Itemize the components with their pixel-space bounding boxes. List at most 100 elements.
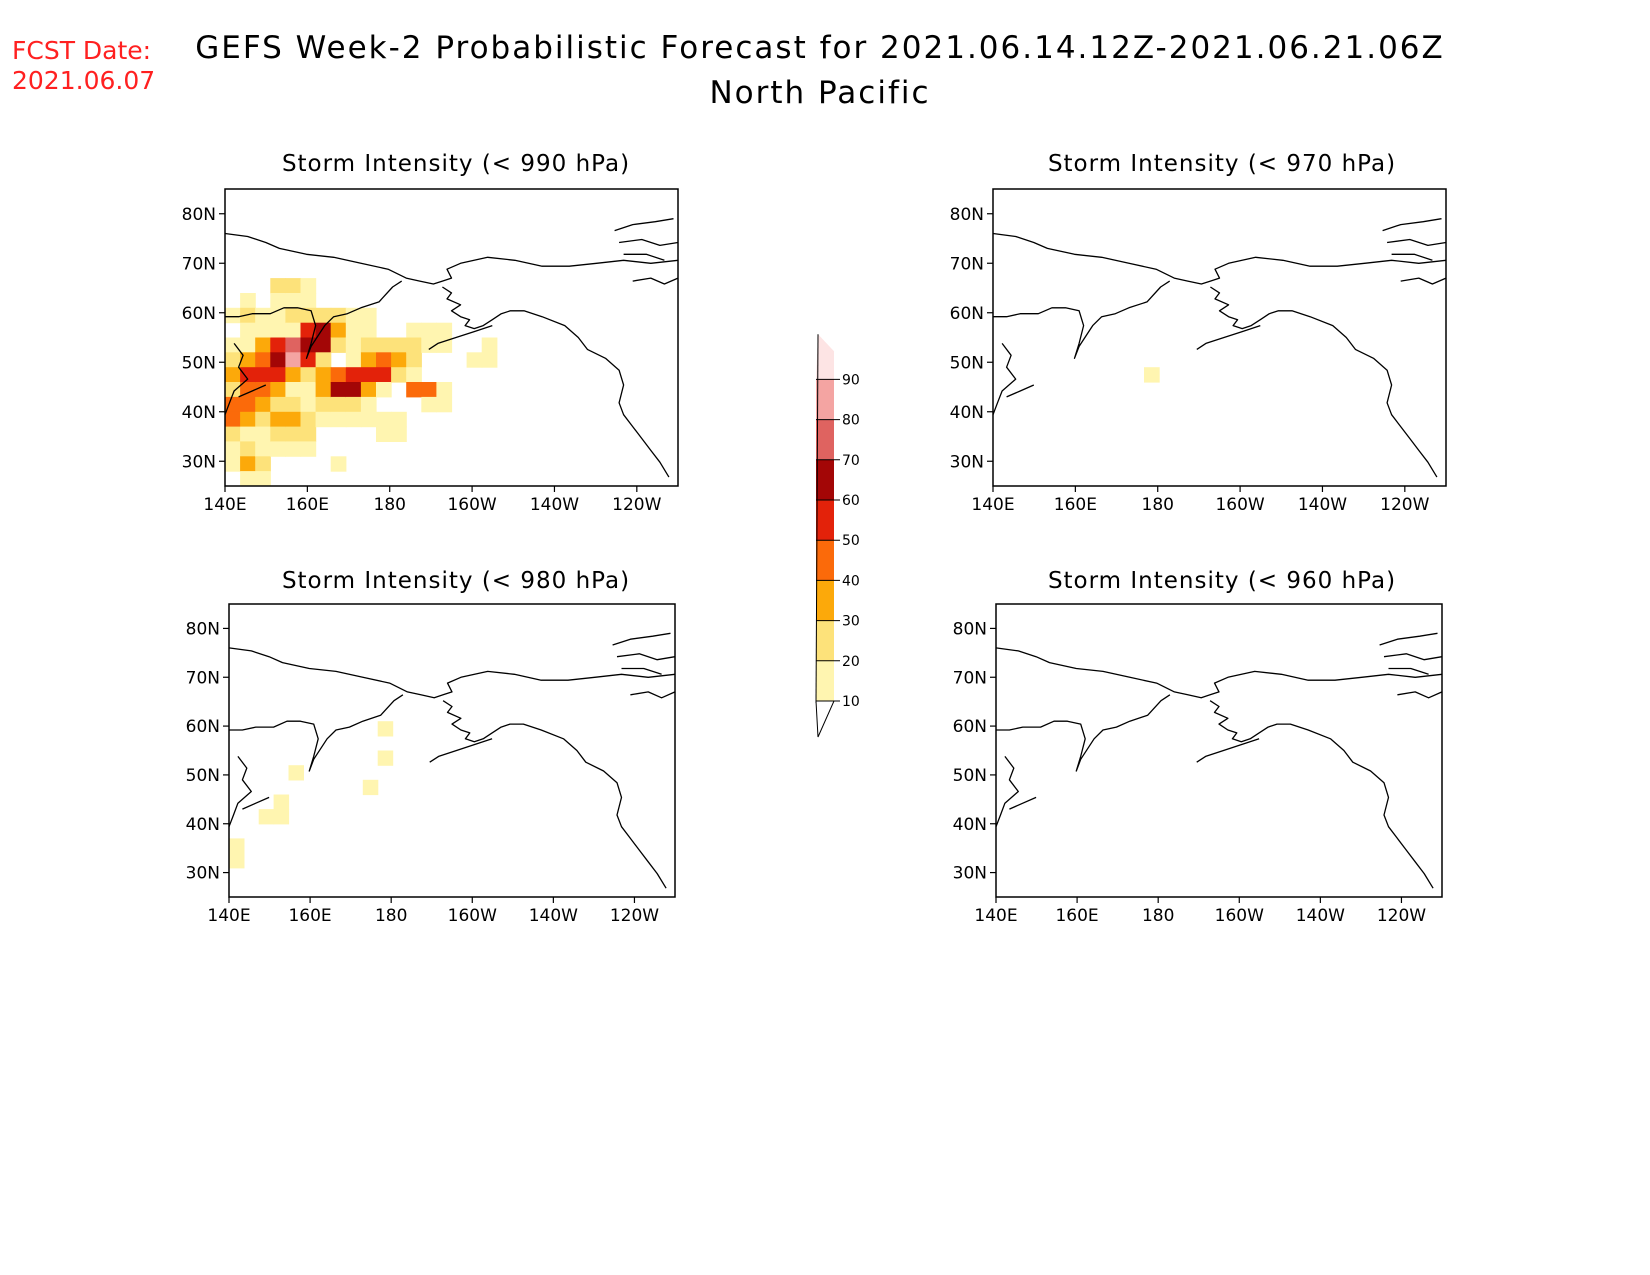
- probability-cell: [315, 411, 332, 428]
- probability-cell: [225, 411, 241, 428]
- coastline: [228, 632, 676, 889]
- probability-cell: [330, 367, 347, 383]
- coastline-segment: [1379, 632, 1438, 646]
- probability-cell: [315, 396, 332, 413]
- probability-cell: [300, 352, 317, 368]
- probability-cell: [391, 426, 407, 442]
- coastline-segment: [992, 343, 1017, 415]
- probability-cell: [270, 367, 286, 383]
- probability-cell: [255, 426, 271, 442]
- lon-tick-label: 160E: [1055, 906, 1098, 926]
- lat-tick-label: 60N: [182, 304, 216, 324]
- lat-tick-label: 30N: [186, 864, 220, 884]
- probability-cell: [300, 278, 317, 294]
- probability-cell: [315, 352, 332, 368]
- lon-tick-label: 140W: [1298, 495, 1347, 515]
- probability-field: [229, 721, 394, 869]
- probability-cell: [300, 307, 317, 324]
- map-frame: [224, 188, 679, 487]
- probability-cell: [285, 441, 302, 457]
- lat-tick-label: 30N: [953, 864, 987, 884]
- probability-cell: [421, 382, 437, 398]
- lon-tick-label: 120W: [610, 906, 659, 926]
- coastline-segment: [428, 324, 493, 350]
- lat-tick-label: 80N: [953, 619, 987, 639]
- colorbar-swatch: [816, 419, 834, 460]
- colorbar-label: 60: [842, 493, 860, 509]
- panel-title-960: Storm Intensity (< 960 hPa): [1047, 568, 1397, 594]
- colorbar-label: 90: [842, 372, 860, 388]
- probability-cell: [345, 307, 362, 324]
- probability-cell: [1144, 367, 1160, 383]
- probability-cell: [345, 322, 362, 339]
- probability-cell: [300, 441, 317, 457]
- probability-cell: [421, 396, 437, 413]
- probability-cell: [270, 411, 286, 428]
- probability-field: [225, 278, 498, 487]
- probability-cell: [229, 838, 245, 854]
- coastline-segment: [1387, 238, 1447, 247]
- probability-cell: [300, 293, 317, 309]
- probability-cell: [285, 411, 302, 428]
- coastline-segment: [238, 384, 267, 398]
- coastline-segment: [228, 647, 676, 699]
- probability-cell: [300, 396, 317, 413]
- fcst-date: 2021.06.07: [12, 66, 156, 95]
- probability-cell: [391, 337, 407, 353]
- probability-cell: [255, 352, 271, 368]
- coastline-segment: [229, 694, 404, 772]
- coastline-segment: [1400, 277, 1447, 285]
- lat-tick-label: 50N: [953, 766, 987, 786]
- lon-tick-label: 180: [375, 906, 407, 926]
- probability-cell: [360, 382, 377, 398]
- lat-tick-label: 70N: [186, 668, 220, 688]
- lat-tick-label: 60N: [953, 717, 987, 737]
- coastline-segment: [1209, 700, 1434, 889]
- probability-cell: [360, 411, 377, 428]
- probability-cell: [330, 396, 347, 413]
- coastline-segment: [1391, 253, 1433, 261]
- lon-tick-label: 180: [1142, 906, 1174, 926]
- probability-cell: [270, 278, 286, 294]
- lon-tick-label: 120W: [1377, 906, 1426, 926]
- lat-tick-label: 80N: [182, 205, 216, 225]
- coastline-segment: [992, 232, 1447, 285]
- coastline-segment: [612, 632, 671, 646]
- probability-cell: [406, 322, 422, 339]
- panel-title-990: Storm Intensity (< 990 hPa): [281, 151, 631, 177]
- probability-cell: [255, 441, 271, 457]
- coastline-segment: [630, 691, 676, 699]
- probability-cell: [285, 426, 302, 442]
- coastline-segment: [621, 667, 662, 675]
- probability-cell: [360, 396, 377, 413]
- probability-cell: [240, 471, 256, 487]
- probability-cell: [258, 809, 275, 825]
- coastline-segment: [632, 277, 679, 285]
- probability-cell: [481, 337, 498, 353]
- coastline-segment: [442, 286, 670, 478]
- probability-cell: [360, 367, 377, 383]
- probability-cell: [225, 426, 241, 442]
- lat-tick-label: 70N: [950, 254, 984, 274]
- probability-cell: [315, 382, 332, 398]
- probability-cell: [315, 307, 332, 324]
- probability-cell: [273, 794, 290, 810]
- probability-cell: [345, 367, 362, 383]
- coastline-segment: [1383, 653, 1443, 661]
- colorbar-swatch: [816, 500, 834, 541]
- lat-tick-label: 40N: [186, 815, 220, 835]
- probability-cell: [421, 337, 437, 353]
- probability-cell: [270, 441, 286, 457]
- coastline-segment: [623, 253, 665, 261]
- coastline-segment: [442, 700, 667, 889]
- probability-cell: [225, 396, 241, 413]
- coastline-segment: [1210, 286, 1438, 478]
- probability-cell: [225, 337, 241, 353]
- coastline: [995, 632, 1443, 889]
- probability-cell: [300, 426, 317, 442]
- lat-tick-label: 60N: [950, 304, 984, 324]
- probability-field: [1144, 367, 1160, 383]
- probability-cell: [240, 441, 256, 457]
- map-panel-980: 80N 70N 60N 50N 40N 30N 140E 160E 180 160W 140W 120…: [186, 603, 676, 926]
- probability-cell: [300, 411, 317, 428]
